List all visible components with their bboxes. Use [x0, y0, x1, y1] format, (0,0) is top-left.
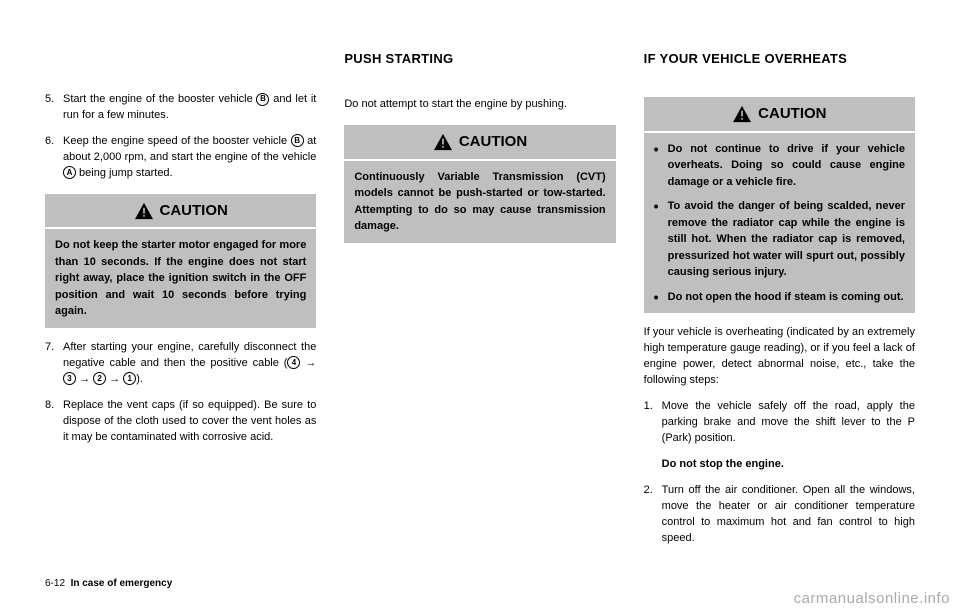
step8-text: Replace the vent caps (if so equipped). … — [63, 398, 316, 446]
step6-a: Keep the engine speed of the booster veh… — [63, 135, 291, 147]
caution-box-2: CAUTION Continuously Variable Transmissi… — [344, 125, 615, 243]
caution-body-text: Do not keep the starter motor engaged fo… — [45, 229, 316, 328]
step7-b: ). — [136, 373, 143, 385]
step-5: 5. Start the engine of the booster vehic… — [45, 92, 316, 124]
caution-label: CAUTION — [758, 103, 826, 125]
watermark: carmanualsonline.info — [794, 590, 950, 607]
overheat-step-1: 1. Move the vehicle safely off the road,… — [644, 399, 915, 447]
warning-icon — [134, 202, 154, 220]
push-starting-heading: PUSH STARTING — [344, 50, 615, 69]
step6-c: being jump started. — [76, 167, 173, 179]
column-left: 5. Start the engine of the booster vehic… — [45, 50, 316, 555]
caution-body-list: •Do not continue to drive if your vehicl… — [644, 133, 915, 314]
caution-bullet-1: Do not continue to drive if your vehicle… — [668, 141, 905, 191]
warning-icon — [732, 105, 752, 123]
step5-pre: Start the engine of the booster vehicle — [63, 93, 256, 105]
caution-box-3: CAUTION •Do not continue to drive if you… — [644, 97, 915, 314]
step-7: 7. After starting your engine, carefully… — [45, 340, 316, 388]
ref-3-icon: 3 — [63, 372, 76, 385]
overheat-note: Do not stop the engine. — [662, 457, 915, 473]
ref-b-icon: B — [256, 93, 269, 106]
page-number: 6-12 — [45, 578, 65, 589]
warning-icon — [433, 133, 453, 151]
page-content: 5. Start the engine of the booster vehic… — [0, 0, 960, 585]
overheat-s1: Move the vehicle safely off the road, ap… — [662, 399, 915, 447]
caution-label: CAUTION — [160, 200, 228, 222]
ref-1-icon: 1 — [123, 372, 136, 385]
caution-label: CAUTION — [459, 131, 527, 153]
section-name: In case of emergency — [71, 578, 173, 589]
arrow-icon: → — [79, 373, 90, 385]
column-middle: PUSH STARTING Do not attempt to start th… — [344, 50, 615, 555]
ref-2-icon: 2 — [93, 372, 106, 385]
arrow-icon: → — [305, 357, 316, 369]
push-start-intro: Do not attempt to start the engine by pu… — [344, 97, 615, 113]
caution-header: CAUTION — [344, 125, 615, 159]
step-6: 6. Keep the engine speed of the booster … — [45, 134, 316, 182]
arrow-icon: → — [109, 373, 120, 385]
ref-4-icon: 4 — [287, 356, 300, 369]
caution-box-1: CAUTION Do not keep the starter motor en… — [45, 194, 316, 328]
ref-b-icon: B — [291, 134, 304, 147]
overheat-step-2: 2. Turn off the air conditioner. Open al… — [644, 483, 915, 547]
overheat-para: If your vehicle is overheating (indicate… — [644, 325, 915, 389]
caution-body-text: Continuously Variable Transmission (CVT)… — [344, 161, 615, 243]
caution-header: CAUTION — [45, 194, 316, 228]
step-8: 8. Replace the vent caps (if so equipped… — [45, 398, 316, 446]
caution-header: CAUTION — [644, 97, 915, 131]
caution-bullet-3: Do not open the hood if steam is coming … — [668, 289, 904, 306]
caution-bullet-2: To avoid the danger of being scalded, ne… — [668, 198, 905, 281]
ref-a-icon: A — [63, 166, 76, 179]
column-right: IF YOUR VEHICLE OVERHEATS CAUTION •Do no… — [644, 50, 915, 555]
page-footer: 6-12 In case of emergency — [45, 578, 172, 589]
overheat-heading: IF YOUR VEHICLE OVERHEATS — [644, 50, 915, 69]
overheat-s2: Turn off the air conditioner. Open all t… — [662, 483, 915, 547]
step7-a: After starting your engine, carefully di… — [63, 341, 316, 369]
